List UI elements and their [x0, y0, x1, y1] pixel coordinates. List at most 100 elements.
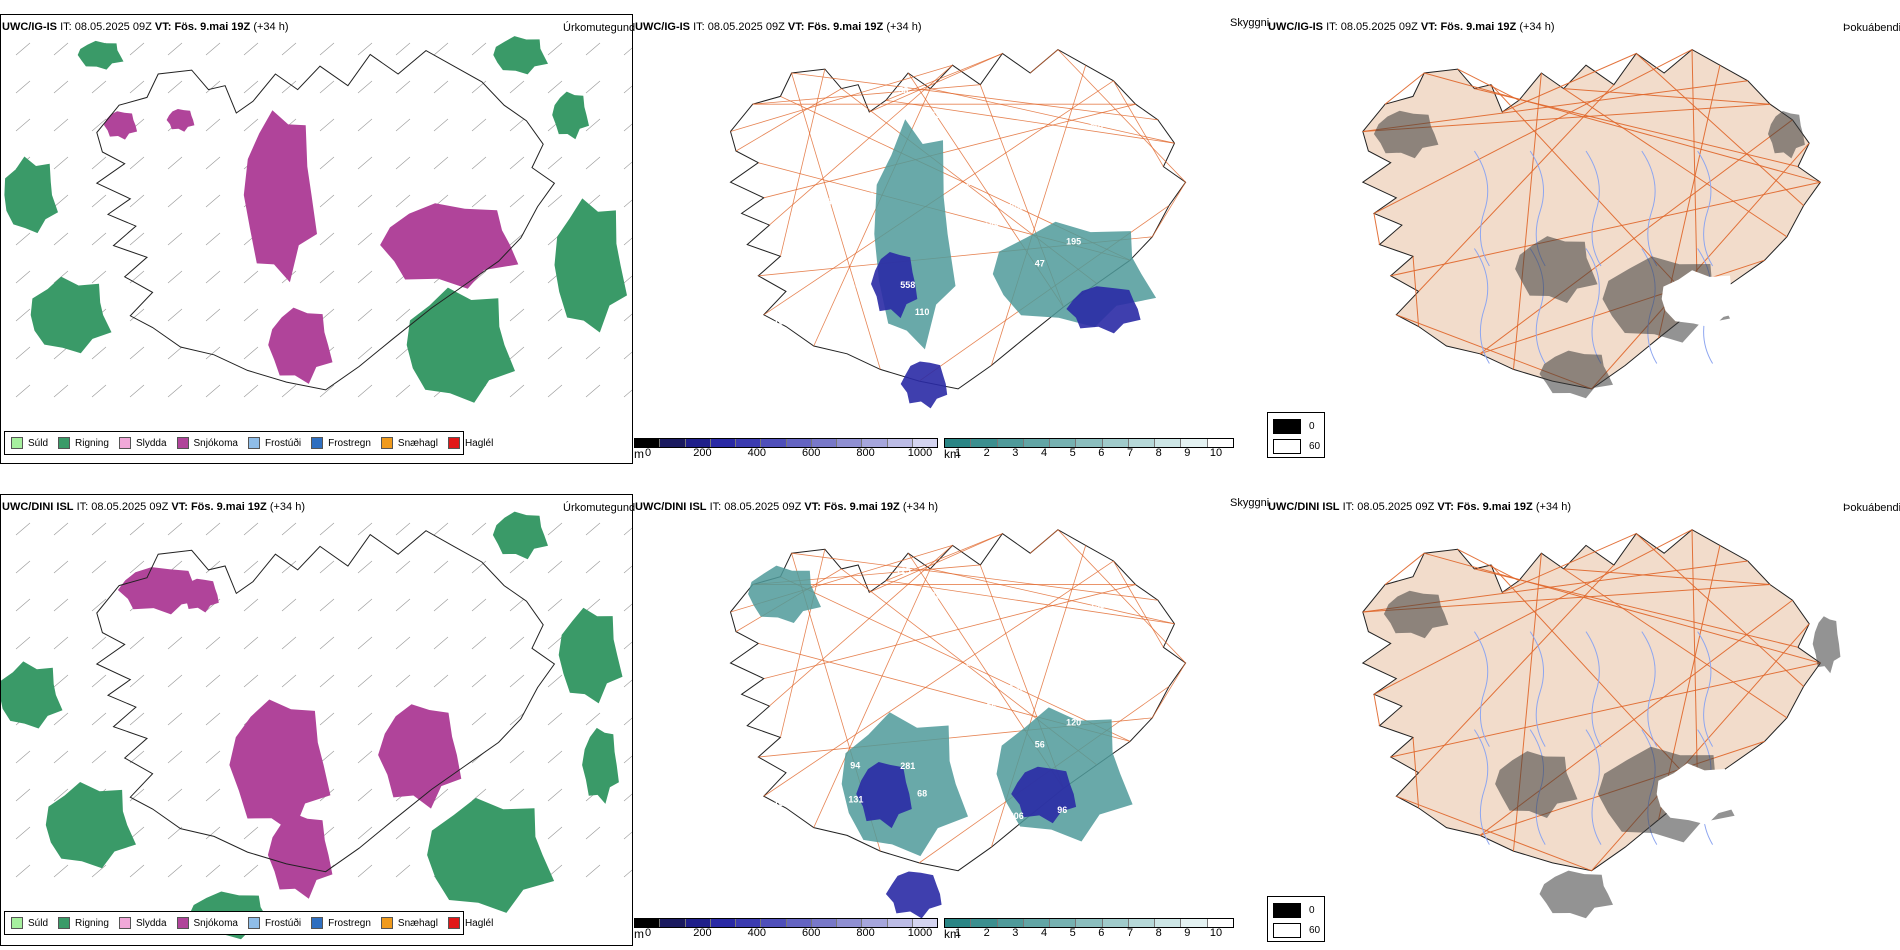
header-fog-1: UWC/IG-IS IT: 08.05.2025 09Z VT: Fös. 9.…	[1268, 21, 1555, 34]
colorbar-km-2: km 1 2 3 4 5 6 7 8 9 10	[944, 918, 1234, 941]
wind-barb	[547, 712, 563, 726]
cloud-base-value: 94	[850, 761, 860, 771]
cloud-base-value: 352	[1009, 329, 1024, 339]
wind-barb	[167, 346, 183, 360]
wind-barb	[319, 636, 335, 650]
road	[791, 552, 1158, 601]
wind-barb	[15, 118, 31, 132]
wind-barb	[357, 522, 373, 536]
wind-barb	[547, 346, 563, 360]
wind-barb	[15, 346, 31, 360]
wind-barb	[129, 346, 145, 360]
legend-swatch	[447, 917, 460, 929]
wind-barb	[53, 864, 69, 878]
wind-barb	[205, 232, 221, 246]
wind-barb	[129, 674, 145, 688]
it-label: IT:	[1342, 501, 1355, 513]
cloud-base-value: 131	[848, 795, 863, 805]
wind-barb	[509, 118, 525, 132]
wind-barb	[547, 674, 563, 688]
colorbar-cell	[862, 919, 888, 927]
wind-barb	[243, 826, 259, 840]
wind-barb	[623, 641, 632, 650]
wind-barb	[167, 156, 183, 170]
cloud-base-value: 956	[742, 193, 757, 203]
wind-barb	[53, 156, 69, 170]
wind-barb	[243, 598, 259, 612]
wind-barb	[395, 598, 411, 612]
wind-barb	[205, 118, 221, 132]
wind-barb	[91, 522, 107, 536]
colorbar-km-1: km 1 2 3 4 5 6 7 8 9 10	[944, 438, 1234, 461]
it-value: 08.05.2025 09Z	[74, 21, 152, 33]
precip-legend-item: Rigning	[58, 917, 109, 929]
wind-barb	[433, 118, 449, 132]
wind-barb	[205, 270, 221, 284]
cloud-base-value: 199	[859, 191, 874, 201]
road	[1396, 795, 1592, 872]
legend-label: Snjókoma	[193, 437, 238, 449]
colorbar-tick: 400	[747, 447, 766, 459]
cloud-base-value: 86	[966, 658, 976, 668]
wind-barb	[15, 560, 31, 574]
wind-barb	[547, 42, 563, 56]
wind-barb	[167, 864, 183, 878]
wind-barb	[509, 560, 525, 574]
snow-area	[229, 699, 331, 834]
snow-area	[243, 110, 317, 283]
wind-barb	[53, 80, 69, 94]
wind-barb	[91, 232, 107, 246]
wind-barb	[471, 42, 487, 56]
colorbar-tick: 10	[1209, 927, 1223, 939]
wind-barb	[53, 674, 69, 688]
snow-area	[117, 567, 202, 615]
wind-barb	[585, 560, 601, 574]
colorbar-cell	[1050, 439, 1077, 447]
cloud-base-map-1: 108 18 62 352 956 987 558 271 47 136 109 140 199 283 6…	[712, 37, 1187, 409]
it-value: 08.05.2025 09Z	[1340, 21, 1418, 33]
fog-map-1	[1361, 48, 1822, 399]
colorbar-cell	[736, 919, 762, 927]
cloud-base-area	[885, 871, 942, 919]
road	[1113, 560, 1164, 648]
wind-barb	[53, 560, 69, 574]
cloud-base-value: 281	[900, 761, 915, 771]
wind-barb	[281, 522, 297, 536]
precip-legend-item: Slydda	[118, 437, 167, 449]
wind-barb	[357, 270, 373, 284]
cloud-base-area	[1011, 766, 1077, 824]
wind-barb	[53, 346, 69, 360]
wind-barb	[243, 80, 259, 94]
wind-barb	[319, 156, 335, 170]
colorbar-cell	[1050, 919, 1077, 927]
precip-legend-2: Súld Rigning Slydda Snjókoma Frostúði Frostre…	[4, 911, 493, 935]
river	[1585, 248, 1602, 364]
wind-barb	[357, 42, 373, 56]
road	[780, 576, 1131, 742]
colorbar-cell	[1076, 439, 1103, 447]
legend-label: Frostregn	[328, 917, 371, 929]
colorbar-unit: m	[634, 447, 644, 461]
road	[1151, 181, 1186, 238]
wind-barb	[91, 384, 107, 398]
colorbar-cell	[660, 439, 686, 447]
precip-legend-item: Snjókoma	[176, 437, 238, 449]
colorbar-tick: 0	[644, 927, 652, 939]
cloud-base-value: 18	[850, 279, 860, 289]
cloud-base-value: 43	[782, 756, 792, 766]
wind-barb	[205, 864, 221, 878]
wind-barb	[15, 384, 31, 398]
wind-barb	[357, 712, 373, 726]
wind-barb	[547, 384, 563, 398]
wind-barb	[585, 346, 601, 360]
wind-barb	[167, 308, 183, 322]
wind-barb	[319, 270, 335, 284]
precip-legend-1: Súld Rigning Slydda Snjókoma Frostúði Frostre…	[4, 431, 493, 455]
wind-barb	[205, 674, 221, 688]
fog-panel-2: 0 60	[1267, 494, 1900, 946]
legend-label: Snæhagl	[397, 917, 438, 929]
cloud-base-value: 436	[837, 137, 852, 147]
wind-barb	[509, 674, 525, 688]
cloud-base-value: 68	[851, 313, 861, 323]
wind-barb	[509, 308, 525, 322]
